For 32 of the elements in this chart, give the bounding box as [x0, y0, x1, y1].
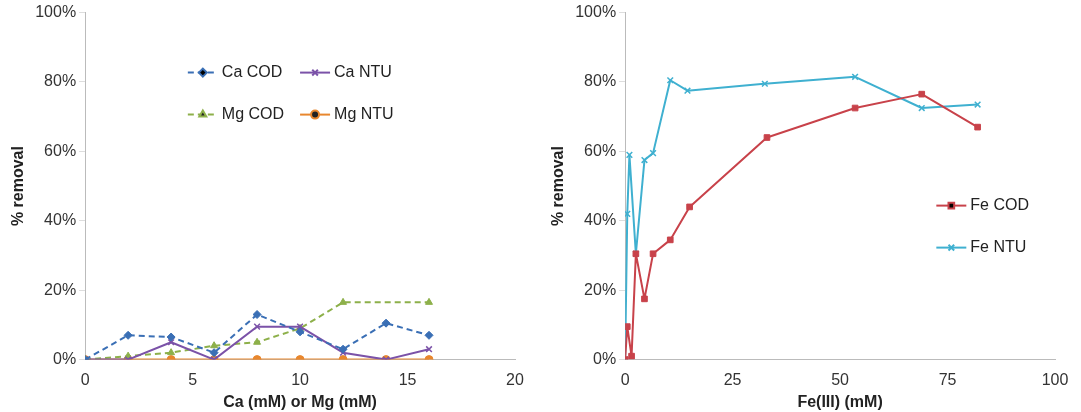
legend-label: Ca NTU [334, 63, 392, 81]
x-tick-label: 10 [291, 370, 310, 388]
y-tick-label: 20% [44, 280, 77, 298]
x-tick-label: 0 [80, 370, 90, 388]
x-tick-label: 20 [506, 370, 524, 388]
x-tick-label: 5 [188, 370, 198, 388]
x-tick-label: 50 [831, 370, 850, 388]
legend-label: Fe NTU [970, 238, 1027, 256]
y-tick-label: 100% [35, 3, 77, 21]
x-tick-label: 15 [398, 370, 417, 388]
x-tick-label: 25 [723, 370, 742, 388]
y-tick-label: 40% [584, 211, 617, 229]
x-tick-label: 75 [938, 370, 957, 388]
y-tick-label: 0% [53, 350, 77, 368]
y-tick-label: 80% [584, 72, 617, 90]
legend-label: Fe COD [970, 196, 1029, 214]
y-tick-label: 40% [44, 211, 77, 229]
x-tick-label: 0 [620, 370, 630, 388]
y-tick-label: 100% [575, 3, 617, 21]
legend-label: Mg COD [221, 105, 285, 123]
legend-label: Ca COD [221, 63, 283, 81]
y-axis-title: % removal [549, 146, 567, 227]
y-tick-label: 20% [584, 280, 617, 298]
y-tick-label: 60% [44, 141, 77, 159]
y-tick-label: 60% [584, 141, 617, 159]
x-tick-label: 100 [1041, 370, 1069, 388]
y-axis-title: % removal [9, 146, 27, 227]
y-tick-label: 80% [44, 72, 77, 90]
y-tick-label: 0% [593, 350, 617, 368]
legend-label: Mg NTU [334, 105, 394, 123]
x-axis-title: Ca (mM) or Mg (mM) [223, 392, 377, 410]
x-axis-title: Fe(III) (mM) [797, 392, 883, 410]
